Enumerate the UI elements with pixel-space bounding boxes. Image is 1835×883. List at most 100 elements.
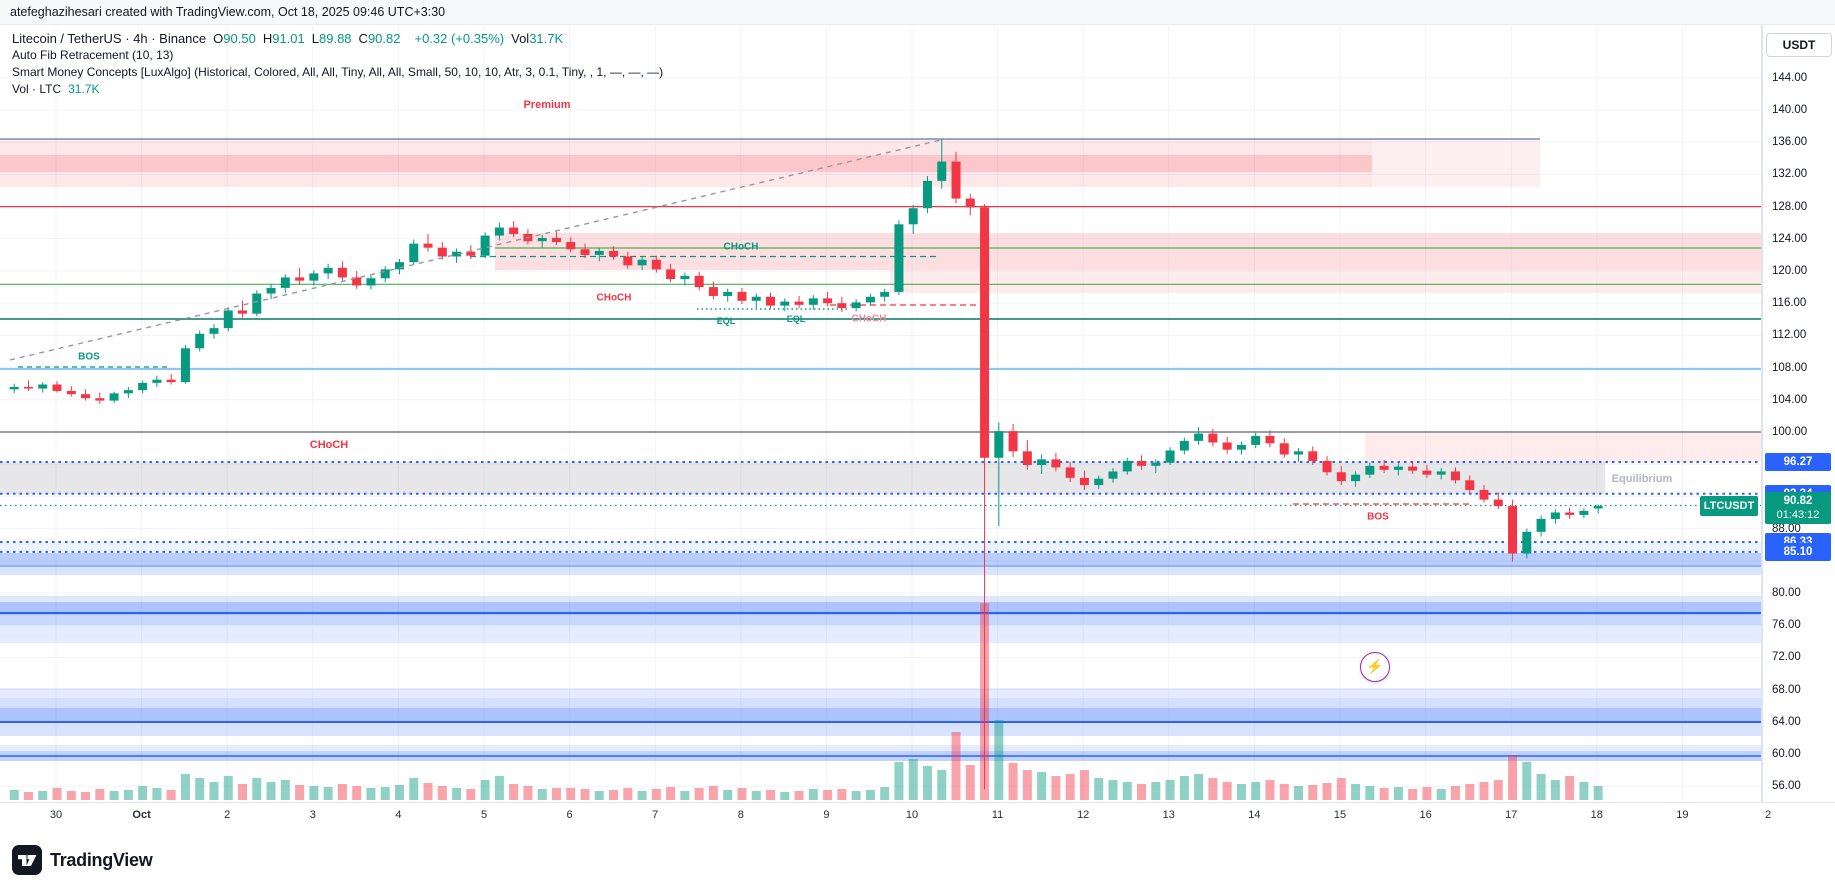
price-tick-label: 124.00 bbox=[1772, 232, 1808, 245]
volume-bar bbox=[580, 789, 590, 800]
candle-body bbox=[1593, 505, 1603, 509]
price-tick-label: 100.00 bbox=[1772, 426, 1808, 438]
candle-body bbox=[323, 267, 333, 274]
volume-bar bbox=[1322, 783, 1332, 800]
time-axis[interactable]: 30 Oct 2 3 4 5 6 7 8 9 10 11 12 13 14 15 16 17 18 19 2 bbox=[0, 802, 1835, 831]
time-tick-label: Oct bbox=[132, 809, 151, 821]
bar-countdown: 01:43:12 bbox=[1776, 508, 1820, 521]
smc-zone bbox=[0, 615, 1762, 625]
annotation-bos: BOS bbox=[78, 351, 100, 363]
volume-bar bbox=[1493, 780, 1503, 800]
volume-bar bbox=[152, 788, 162, 800]
time-tick-label: 14 bbox=[1248, 809, 1261, 821]
currency-toggle-button[interactable]: USDT bbox=[1766, 33, 1832, 57]
volume-bar bbox=[52, 788, 62, 800]
volume-bar bbox=[437, 786, 447, 800]
volume-bar bbox=[323, 787, 333, 800]
time-tick-label: 3 bbox=[309, 809, 316, 821]
volume-bar bbox=[138, 786, 148, 800]
smc-zone bbox=[0, 625, 1762, 643]
candle-body bbox=[609, 250, 619, 257]
time-tick-label: 4 bbox=[395, 809, 402, 821]
price-axis[interactable]: 144.00 140.00 136.00 132.00 128.00 124.00 120.… bbox=[1762, 25, 1835, 802]
candle-body bbox=[152, 379, 162, 383]
annotation-eql: EQL bbox=[786, 314, 806, 324]
smc-zone bbox=[0, 462, 1605, 494]
candle-body bbox=[751, 296, 761, 301]
volume-bar bbox=[1108, 780, 1118, 800]
volume-bar bbox=[266, 782, 276, 800]
volume-bar bbox=[1294, 786, 1303, 800]
volume-bar bbox=[780, 792, 790, 800]
candle-body bbox=[466, 251, 476, 256]
candle-body bbox=[1165, 450, 1175, 463]
volume-bar bbox=[280, 780, 290, 800]
volume-inline: Vol31.7K bbox=[511, 31, 564, 46]
candle-body bbox=[494, 227, 504, 236]
candle-body bbox=[1022, 451, 1032, 466]
candle-body bbox=[551, 237, 561, 243]
change-value: +0.32 (+0.35%) bbox=[414, 31, 505, 46]
volume-bar bbox=[209, 782, 219, 800]
price-tick-label: 112.00 bbox=[1772, 329, 1807, 342]
price-tick-label: 60.00 bbox=[1772, 748, 1801, 760]
time-tick-label: 13 bbox=[1162, 809, 1175, 821]
volume-bar bbox=[66, 791, 76, 800]
tradingview-logo[interactable]: TradingView bbox=[12, 845, 153, 875]
volume-bar bbox=[252, 778, 262, 800]
candle-body bbox=[195, 333, 205, 349]
volume-bar bbox=[1236, 784, 1246, 800]
lightning-trade-button[interactable]: ⚡ bbox=[1360, 652, 1390, 682]
volume-bar bbox=[95, 789, 105, 800]
volume-bar bbox=[1022, 770, 1032, 800]
smc-zone bbox=[495, 233, 1762, 270]
volume-bar bbox=[366, 788, 376, 800]
candle-body bbox=[737, 291, 747, 301]
volume-bar bbox=[1222, 782, 1232, 800]
candle-body bbox=[1265, 436, 1275, 444]
volume-bar bbox=[623, 788, 633, 800]
price-tick-label: 132.00 bbox=[1772, 168, 1808, 181]
smc-zone bbox=[0, 567, 1762, 575]
candle-body bbox=[1208, 433, 1218, 443]
smc-zone bbox=[0, 553, 1762, 567]
candle-body bbox=[1393, 466, 1403, 470]
volume-bar bbox=[908, 759, 918, 800]
time-tick-label: 2 bbox=[224, 809, 231, 821]
volume-bar bbox=[723, 790, 733, 800]
candle-body bbox=[766, 296, 776, 306]
candle-body bbox=[808, 298, 818, 305]
volume-bar bbox=[1065, 774, 1075, 800]
price-tick-label: 64.00 bbox=[1772, 715, 1801, 728]
symbol-legend-row[interactable]: Litecoin / TetherUS · 4h · Binance O90.5… bbox=[12, 31, 663, 46]
volume-bar bbox=[1194, 774, 1204, 800]
volume-bar bbox=[566, 788, 576, 800]
volume-bar bbox=[965, 765, 975, 800]
smc-zone bbox=[0, 745, 1762, 751]
volume-bar bbox=[452, 788, 462, 800]
ohlc-token: L89.88 bbox=[311, 31, 352, 46]
candle-body bbox=[81, 394, 91, 399]
chart-canvas[interactable] bbox=[0, 0, 1762, 802]
volume-bar bbox=[666, 787, 676, 800]
candle-body bbox=[694, 275, 704, 288]
candle-body bbox=[480, 235, 490, 256]
volume-bar bbox=[352, 786, 362, 800]
candle-body bbox=[1222, 442, 1232, 450]
candle-body bbox=[209, 328, 219, 334]
fib-level-badge: 85.10 bbox=[1765, 542, 1831, 561]
indicator-smc[interactable]: Smart Money Concepts [LuxAlgo] (Historic… bbox=[12, 65, 664, 79]
candle-body bbox=[52, 384, 62, 391]
indicator-auto-fib[interactable]: Auto Fib Retracement (10, 13) bbox=[12, 48, 174, 62]
indicator-volume[interactable]: Vol · LTC 31.7K bbox=[12, 82, 100, 96]
volume-bar bbox=[1393, 787, 1403, 800]
candle-body bbox=[780, 301, 790, 306]
candle-body bbox=[266, 287, 276, 294]
smc-zone bbox=[0, 155, 1372, 172]
smc-zone bbox=[890, 270, 1762, 293]
annotation-choch: CHoCH bbox=[723, 241, 759, 253]
price-tick-label: 116.00 bbox=[1772, 297, 1807, 310]
volume-bar bbox=[1165, 780, 1175, 800]
volume-bar bbox=[1137, 784, 1147, 800]
candle-body bbox=[1408, 466, 1418, 471]
